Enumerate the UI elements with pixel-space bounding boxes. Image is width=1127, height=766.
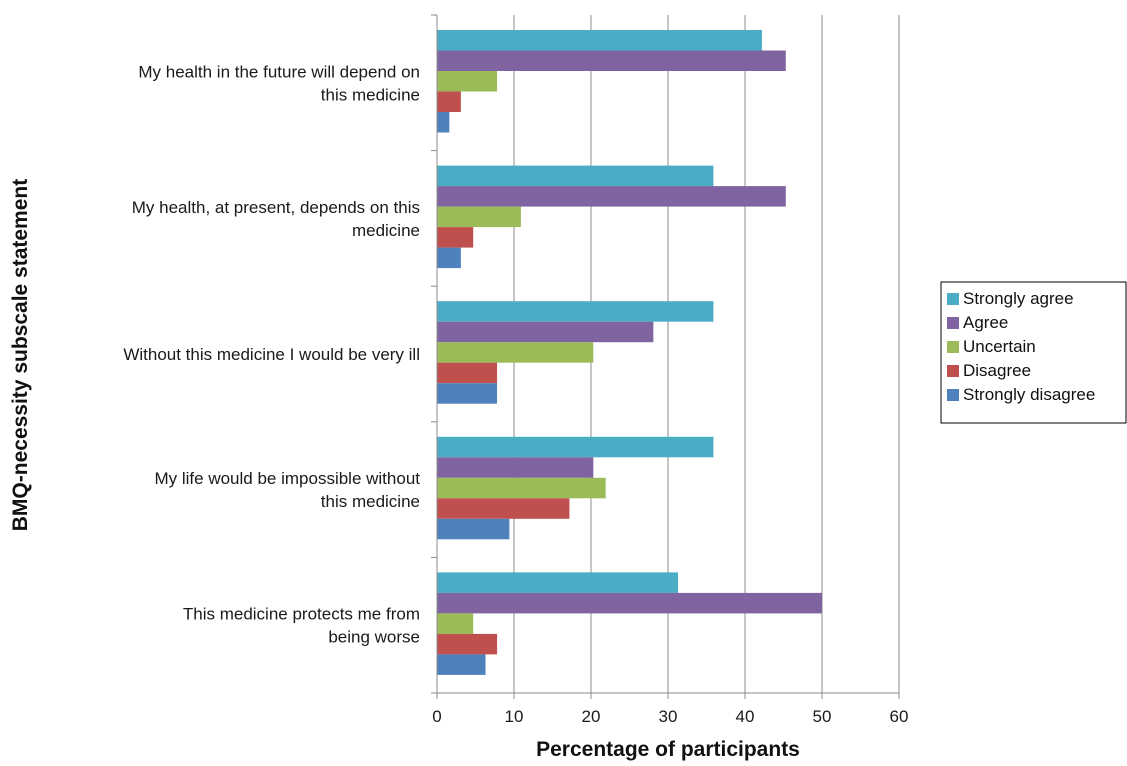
legend-swatch <box>947 317 959 329</box>
bar <box>437 50 786 71</box>
category-label: being worse <box>328 628 420 647</box>
bar <box>437 592 822 614</box>
bar <box>437 457 594 478</box>
bar <box>437 613 474 634</box>
category-label: medicine <box>352 221 420 240</box>
legend-swatch <box>947 293 959 305</box>
category-labels: My health in the future will depend on th… <box>123 62 420 646</box>
category-label: this medicine <box>321 85 420 104</box>
x-tick-label: 30 <box>659 707 678 726</box>
bar <box>437 321 654 343</box>
x-tick-label: 10 <box>505 707 524 726</box>
category-label: My health, at present, depends on this <box>132 198 420 217</box>
bar <box>437 633 498 655</box>
bar <box>437 112 450 133</box>
bar <box>437 165 714 187</box>
category-label: Without this medicine I would be very il… <box>123 345 420 364</box>
bar <box>437 654 486 675</box>
bar <box>437 572 679 593</box>
x-tick-label: 20 <box>582 707 601 726</box>
legend-label: Strongly disagree <box>963 385 1095 404</box>
legend-swatch <box>947 389 959 401</box>
y-axis-title: BMQ-necessity subscale statement <box>9 179 32 531</box>
bar <box>437 383 498 404</box>
bar <box>437 518 510 540</box>
bar <box>437 247 461 269</box>
legend-label: Agree <box>963 313 1008 332</box>
x-tick-label: 60 <box>890 707 909 726</box>
x-tick-labels: 0 10 20 30 40 50 60 <box>432 707 908 726</box>
bar <box>437 227 474 248</box>
bar <box>437 71 498 92</box>
bar <box>437 91 461 112</box>
legend-swatch <box>947 341 959 353</box>
x-tick-label: 0 <box>432 707 441 726</box>
legend-label: Uncertain <box>963 337 1036 356</box>
legend-box <box>940 281 1127 424</box>
x-axis-title: Percentage of participants <box>536 738 800 761</box>
bar <box>437 362 498 384</box>
category-label: this medicine <box>321 492 420 511</box>
bar <box>437 477 606 499</box>
bar <box>437 301 714 322</box>
bar <box>437 30 762 51</box>
bar <box>437 436 714 458</box>
legend-label: Strongly agree <box>963 289 1074 308</box>
legend: Strongly agree Agree Uncertain Disagree Stro… <box>940 281 1127 424</box>
bar <box>437 342 594 363</box>
legend-label: Disagree <box>963 361 1031 380</box>
category-label: My life would be impossible without <box>154 469 420 488</box>
bar-series <box>437 30 822 675</box>
bar <box>437 206 521 228</box>
axes <box>431 14 900 699</box>
category-label: This medicine protects me from <box>183 605 420 624</box>
category-label: My health in the future will depend on <box>138 62 420 81</box>
legend-swatch <box>947 365 959 377</box>
bar <box>437 498 570 519</box>
x-tick-label: 50 <box>813 707 832 726</box>
x-tick-label: 40 <box>736 707 755 726</box>
bar <box>437 186 786 207</box>
